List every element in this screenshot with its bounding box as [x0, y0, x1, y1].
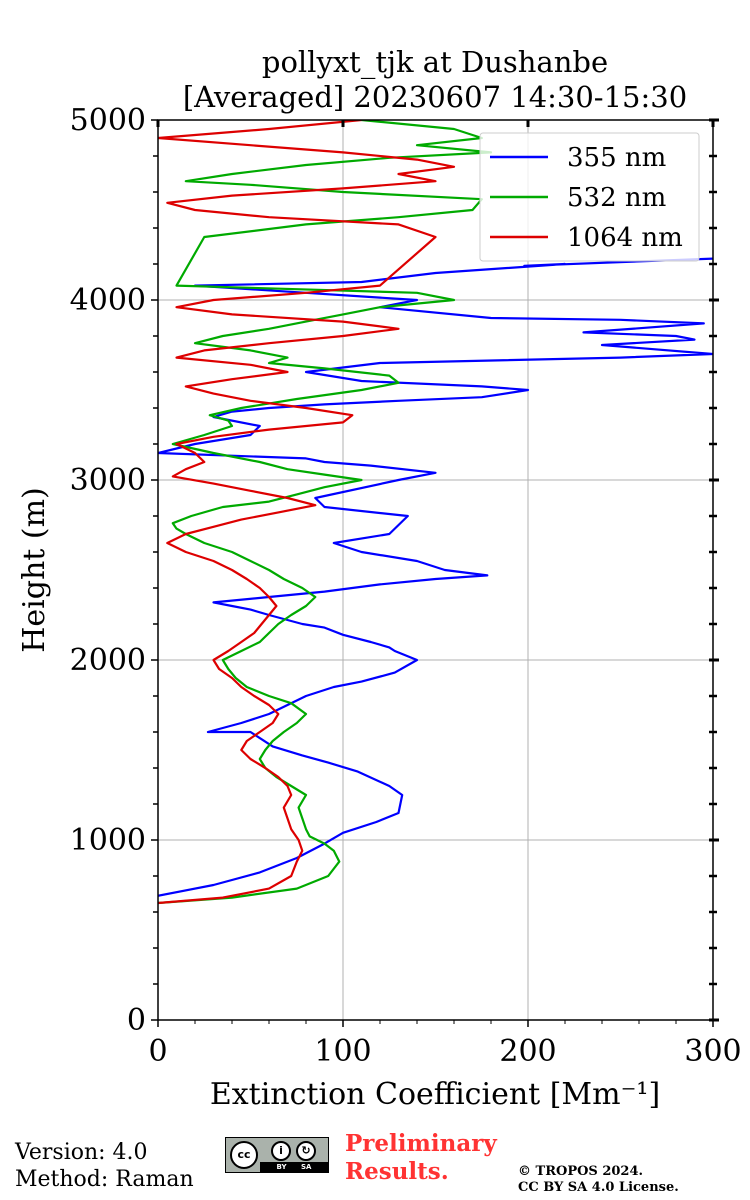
y-tick-label: 0: [127, 1003, 146, 1038]
x-tick-label: 200: [499, 1034, 556, 1069]
profile-lines: [158, 120, 713, 905]
y-tick-label: 2000: [70, 643, 146, 678]
y-tick-label: 3000: [70, 463, 146, 498]
y-tick-label: 4000: [70, 283, 146, 318]
version-text: Version: 4.0: [15, 1140, 148, 1165]
by-icon: i: [271, 1141, 291, 1161]
series-line-3: [158, 120, 456, 905]
sa-icon: ↻: [296, 1141, 316, 1161]
method-text: Method: Raman: [15, 1167, 194, 1192]
x-axis-label: Extinction Coefficient [Mm⁻¹]: [210, 1077, 660, 1112]
plot-frame: [157, 119, 714, 1021]
y-tick-label: 5000: [70, 103, 146, 138]
series-line-1: [158, 257, 713, 897]
x-tick-label: 0: [148, 1034, 167, 1069]
cc-license-badge: cc i ↻ BY SA: [225, 1137, 329, 1173]
legend-box: [479, 132, 700, 262]
cc-icon: cc: [230, 1141, 258, 1169]
legend-label-1: 355 nm: [567, 143, 666, 173]
x-tick-label: 300: [684, 1034, 741, 1069]
chart-title-line2: [Averaged] 20230607 14:30-15:30: [183, 80, 687, 114]
y-tick-label: 1000: [70, 823, 146, 858]
legend-label-3: 1064 nm: [567, 223, 683, 253]
preliminary-results-line2: Results.: [345, 1158, 449, 1185]
chart-title-line1: pollyxt_tjk at Dushanbe: [262, 45, 608, 80]
copyright-line1: © TROPOS 2024.: [518, 1164, 644, 1179]
legend: 355 nm 532 nm 1064 nm: [479, 132, 700, 262]
license-badge-label: BY SA: [260, 1162, 328, 1172]
x-tick-label: 100: [314, 1034, 371, 1069]
copyright-line2: CC BY SA 4.0 License.: [518, 1180, 679, 1195]
legend-label-2: 532 nm: [567, 183, 666, 213]
series-line-2: [158, 120, 493, 905]
y-axis-label: Height (m): [17, 487, 52, 652]
preliminary-results-line1: Preliminary: [345, 1130, 497, 1157]
